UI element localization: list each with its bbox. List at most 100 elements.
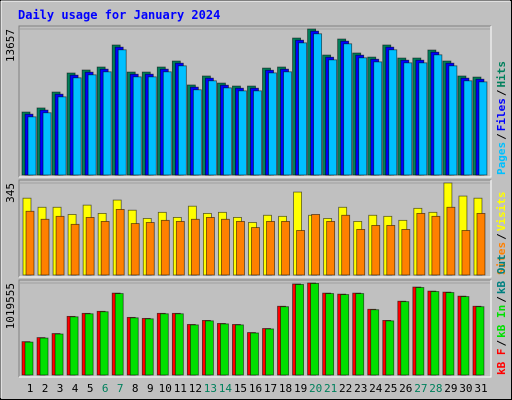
- bar: [221, 218, 230, 276]
- x-tick-label: 19: [294, 382, 307, 395]
- bar: [130, 223, 140, 276]
- x-tick-label: 5: [87, 382, 94, 395]
- legend-separator: /: [495, 340, 508, 347]
- bar: [162, 71, 172, 176]
- bar: [57, 96, 67, 176]
- legend-separator: /: [495, 296, 508, 303]
- bar: [54, 333, 64, 376]
- x-tick-label: 8: [132, 382, 139, 395]
- bar: [132, 76, 142, 176]
- bar: [117, 49, 127, 176]
- bar: [371, 224, 381, 276]
- bar: [310, 283, 320, 376]
- x-tick-label: 21: [324, 382, 337, 395]
- bar: [445, 292, 455, 376]
- bar: [160, 219, 170, 276]
- x-tick-label: 15: [234, 382, 247, 395]
- bar: [430, 291, 440, 376]
- bar: [388, 49, 398, 176]
- y-tick-label: 1019555: [4, 283, 17, 329]
- legend-entry: Hits: [495, 61, 508, 88]
- bar: [416, 212, 426, 276]
- x-tick-label: 16: [249, 382, 262, 395]
- bar: [476, 212, 486, 276]
- bar: [280, 306, 289, 376]
- bar: [39, 337, 49, 376]
- x-tick-label: 12: [189, 382, 202, 395]
- bar: [177, 65, 187, 176]
- x-tick-label: 17: [264, 382, 277, 395]
- bar: [100, 220, 110, 276]
- x-tick-label: 1: [27, 382, 34, 395]
- bar: [266, 220, 275, 276]
- x-tick-label: 22: [339, 382, 352, 395]
- bar: [87, 74, 97, 176]
- x-tick-label: 10: [159, 382, 172, 395]
- bar: [129, 317, 139, 376]
- bar: [251, 227, 260, 276]
- x-tick-label: 2: [42, 382, 49, 395]
- x-tick-label: 31: [474, 382, 487, 395]
- panel-bevel: [19, 280, 492, 378]
- bar: [235, 324, 244, 376]
- x-tick-label: 9: [147, 382, 154, 395]
- bar: [145, 222, 155, 276]
- x-tick-label: 6: [102, 382, 109, 395]
- bar: [400, 301, 410, 376]
- bar: [192, 89, 202, 176]
- bar: [463, 80, 473, 176]
- bar: [190, 218, 200, 276]
- bar: [268, 72, 277, 176]
- bar: [205, 216, 215, 276]
- panel-bevel: [18, 279, 491, 377]
- bar: [72, 77, 82, 176]
- bar: [343, 43, 353, 176]
- bar: [433, 54, 443, 176]
- bar: [69, 316, 79, 376]
- bar: [27, 116, 37, 176]
- bar: [431, 215, 441, 276]
- x-tick-label: 3: [57, 382, 64, 395]
- x-tick-label: 25: [384, 382, 397, 395]
- bar: [144, 318, 154, 376]
- bar: [403, 62, 413, 176]
- legend: Sites /Visits: [495, 192, 508, 276]
- x-tick-label: 29: [444, 382, 457, 395]
- bar: [40, 218, 50, 276]
- bar: [373, 61, 383, 176]
- legend-separator: /: [495, 133, 508, 140]
- x-tick-label: 13: [204, 382, 217, 395]
- bar: [385, 320, 395, 376]
- chart-title: Daily usage for January 2024: [18, 8, 220, 22]
- bar: [70, 223, 80, 276]
- bar: [99, 311, 109, 376]
- legend-entry: Files: [495, 98, 508, 131]
- bar: [358, 57, 368, 176]
- bar: [42, 112, 52, 176]
- bar: [478, 81, 488, 176]
- x-tick-label: 4: [72, 382, 79, 395]
- bar: [174, 313, 184, 376]
- y-tick-label: 13657: [4, 29, 17, 62]
- bar: [341, 214, 351, 276]
- bar: [25, 210, 35, 276]
- bar: [159, 313, 169, 376]
- legend-entry: kB Out: [495, 254, 508, 294]
- bar: [283, 71, 292, 176]
- x-tick-label: 24: [369, 382, 383, 395]
- bar: [448, 65, 458, 176]
- bar: [460, 296, 470, 376]
- bar: [236, 220, 245, 276]
- bar: [370, 309, 380, 376]
- x-tick-label: 14: [219, 382, 233, 395]
- panel-bevel: [18, 179, 491, 277]
- panel-bevel: [19, 26, 492, 178]
- panel-bevel: [19, 180, 492, 278]
- bar: [102, 71, 112, 176]
- legend-separator: /: [495, 89, 508, 96]
- bar: [147, 76, 157, 176]
- bar: [207, 80, 217, 176]
- bar: [326, 220, 336, 276]
- bar: [446, 206, 456, 276]
- bar: [204, 320, 214, 376]
